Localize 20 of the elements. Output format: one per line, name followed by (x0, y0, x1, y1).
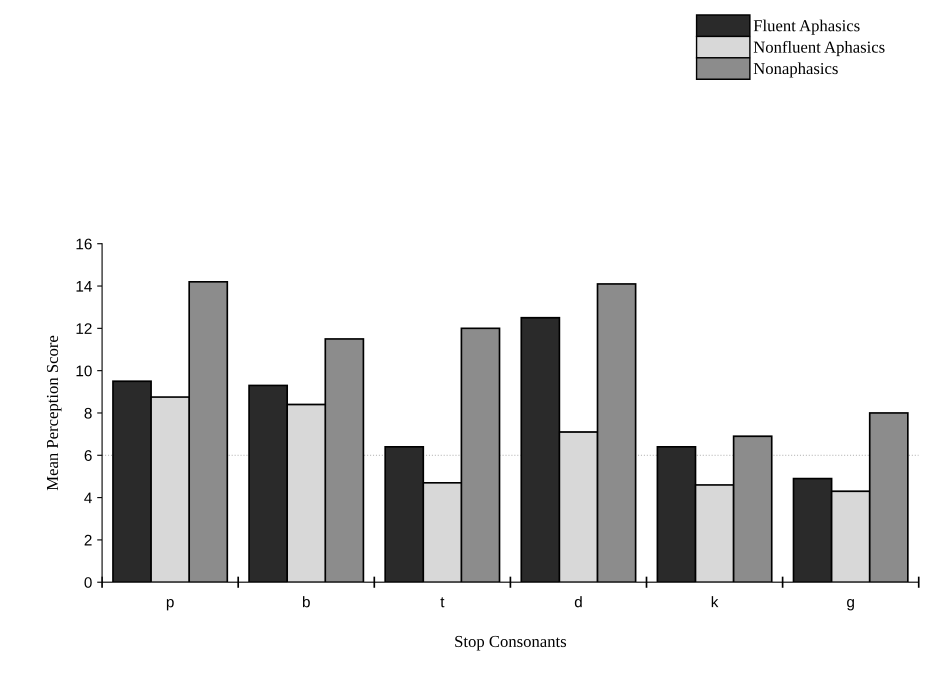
y-tick-label: 12 (76, 323, 92, 334)
y-tick-label: 2 (84, 534, 92, 546)
legend-label: Nonfluent Aphasics (754, 40, 885, 56)
legend-label: Fluent Aphasics (754, 20, 860, 35)
y-axis-title: Mean Perception Score (46, 336, 62, 490)
x-tick-label: b (302, 596, 310, 608)
y-tick-label: 8 (84, 408, 92, 419)
x-tick-label: d (574, 596, 582, 608)
y-tick-label: 0 (84, 577, 92, 588)
x-tick-label: k (712, 596, 718, 608)
y-tick-label: 4 (84, 492, 92, 504)
x-tick-label: g (847, 598, 854, 610)
legend-label: Nonaphasics (754, 62, 838, 78)
x-tick-label: t (440, 597, 444, 608)
y-tick-label: 6 (84, 450, 92, 461)
x-axis-title: Stop Consonants (455, 636, 566, 650)
y-tick-label: 14 (76, 281, 92, 292)
x-tick-label: p (166, 598, 174, 610)
y-tick-label: 10 (76, 366, 92, 376)
y-tick-label: 16 (76, 238, 92, 250)
